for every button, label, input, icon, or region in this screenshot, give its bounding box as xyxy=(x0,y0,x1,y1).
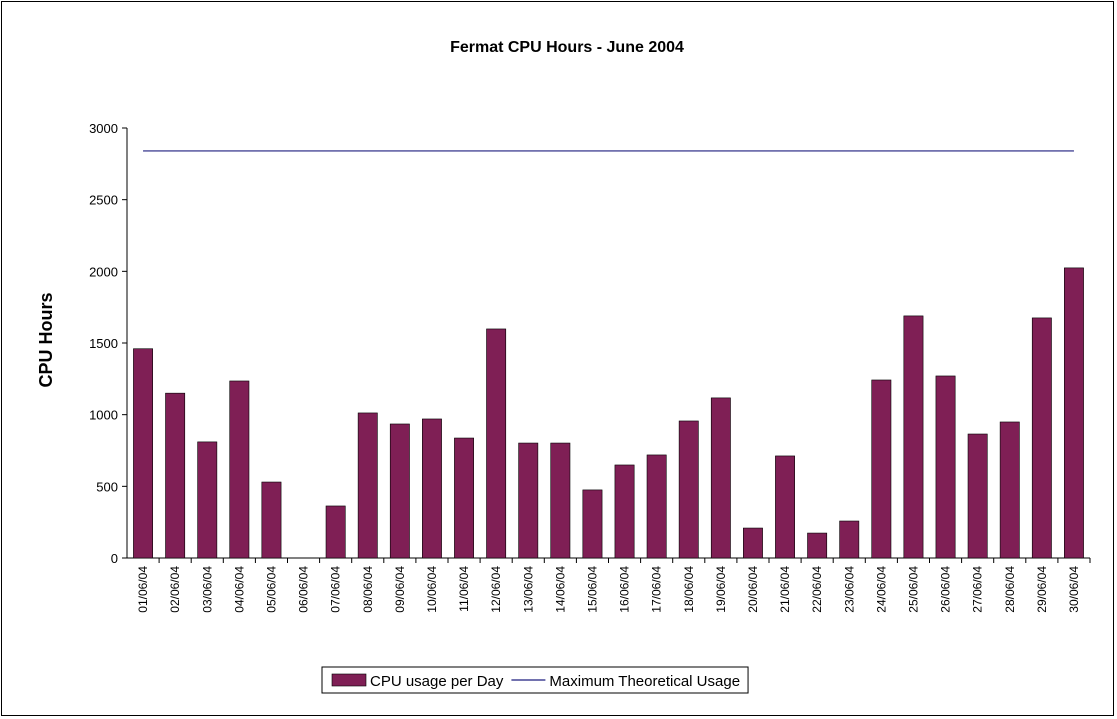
x-tick-label: 02/06/04 xyxy=(168,566,182,613)
y-tick-label: 0 xyxy=(111,551,118,566)
x-tick-label: 06/06/04 xyxy=(297,566,311,613)
y-tick-label: 500 xyxy=(96,479,118,494)
x-tick-label: 30/06/04 xyxy=(1067,566,1081,613)
x-tick-label: 17/06/04 xyxy=(650,566,664,613)
bar xyxy=(967,433,988,559)
bar xyxy=(839,520,860,559)
x-tick-label: 03/06/04 xyxy=(200,566,214,613)
legend-label: Maximum Theoretical Usage xyxy=(549,673,740,690)
bar xyxy=(357,412,378,559)
y-tick-label: 1000 xyxy=(89,408,118,423)
x-tick-label: 24/06/04 xyxy=(874,566,888,613)
bar xyxy=(518,442,539,559)
x-tick-label: 28/06/04 xyxy=(1003,566,1017,613)
bar xyxy=(582,489,603,559)
bar xyxy=(133,348,153,559)
x-tick-label: 19/06/04 xyxy=(714,566,728,613)
bar xyxy=(678,420,699,559)
bar xyxy=(807,532,828,559)
legend-swatch xyxy=(331,673,367,687)
y-tick-label: 3000 xyxy=(89,121,118,136)
x-tick-label: 20/06/04 xyxy=(746,566,760,613)
bar xyxy=(550,442,571,559)
x-tick-label: 25/06/04 xyxy=(906,566,920,613)
bar xyxy=(165,392,186,559)
bar xyxy=(389,423,410,559)
x-tick-label: 27/06/04 xyxy=(971,566,985,613)
bar xyxy=(1031,317,1052,559)
y-tick-label: 2000 xyxy=(89,264,118,279)
x-tick-label: 08/06/04 xyxy=(361,566,375,613)
x-tick-label: 15/06/04 xyxy=(585,566,599,613)
x-tick-label: 05/06/04 xyxy=(264,566,278,613)
x-tick-label: 10/06/04 xyxy=(425,566,439,613)
chart-title: Fermat CPU Hours - June 2004 xyxy=(450,39,684,56)
bar xyxy=(775,455,795,559)
bar xyxy=(646,454,667,559)
x-tick-label: 23/06/04 xyxy=(842,566,856,613)
x-tick-label: 01/06/04 xyxy=(136,566,150,613)
x-tick-label: 26/06/04 xyxy=(939,566,953,613)
bar xyxy=(261,481,282,559)
x-tick-label: 18/06/04 xyxy=(682,566,696,613)
legend: CPU usage per Day Maximum Theoretical Usa… xyxy=(321,666,749,694)
bar xyxy=(229,380,250,559)
x-tick-label: 04/06/04 xyxy=(232,566,246,613)
x-tick-label: 29/06/04 xyxy=(1035,566,1049,613)
bar xyxy=(422,418,442,559)
bar xyxy=(871,379,892,559)
x-tick-label: 12/06/04 xyxy=(489,566,503,613)
y-axis-label: CPU Hours xyxy=(36,292,56,387)
bar xyxy=(999,421,1020,559)
x-tick-label: 16/06/04 xyxy=(618,566,632,613)
x-tick-label: 14/06/04 xyxy=(553,566,567,613)
bar xyxy=(935,375,956,559)
x-tick-label: 07/06/04 xyxy=(329,566,343,613)
bar xyxy=(743,527,763,559)
y-tick-label: 1500 xyxy=(89,336,118,351)
bar xyxy=(325,505,346,559)
bar xyxy=(454,437,474,559)
x-tick-label: 22/06/04 xyxy=(810,566,824,613)
bar xyxy=(1064,267,1084,559)
bar xyxy=(197,441,218,559)
bar xyxy=(710,397,731,559)
bar xyxy=(903,315,924,559)
x-tick-label: 11/06/04 xyxy=(457,566,471,612)
x-tick-label: 09/06/04 xyxy=(393,566,407,613)
legend-label: CPU usage per Day xyxy=(370,673,504,690)
bar xyxy=(614,464,635,559)
x-tick-label: 21/06/04 xyxy=(778,566,792,613)
bar xyxy=(486,328,507,559)
y-tick-label: 2500 xyxy=(89,193,118,208)
x-tick-label: 13/06/04 xyxy=(521,566,535,613)
